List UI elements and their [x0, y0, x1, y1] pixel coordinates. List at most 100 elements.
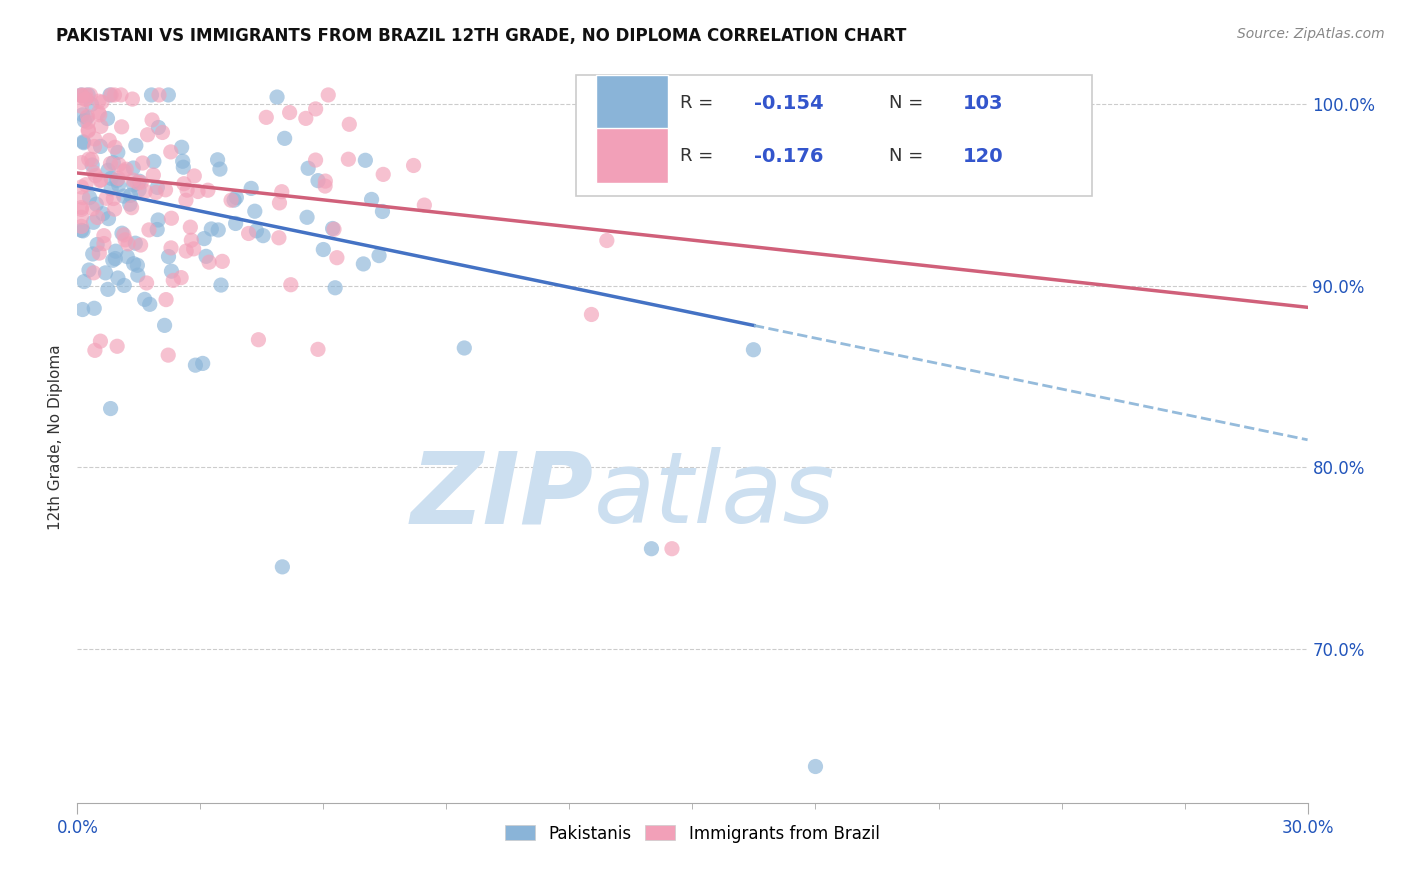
- Immigrants from Brazil: [107, 171, 129, 186]
- Immigrants from Brazil: [105, 339, 128, 353]
- Immigrants from Brazil: [270, 185, 292, 199]
- Immigrants from Brazil: [82, 202, 104, 216]
- Pakistanis: [100, 182, 122, 196]
- Pakistanis: [207, 223, 229, 237]
- Pakistanis: [371, 204, 394, 219]
- Pakistanis: [146, 222, 169, 236]
- Pakistanis: [312, 243, 335, 257]
- Immigrants from Brazil: [70, 211, 93, 225]
- Immigrants from Brazil: [121, 92, 143, 106]
- Pakistanis: [82, 215, 104, 229]
- Pakistanis: [352, 257, 374, 271]
- Pakistanis: [322, 221, 344, 235]
- Immigrants from Brazil: [373, 168, 395, 182]
- Immigrants from Brazil: [76, 109, 98, 123]
- Immigrants from Brazil: [87, 105, 110, 120]
- Immigrants from Brazil: [91, 95, 114, 110]
- Text: 103: 103: [963, 94, 1004, 112]
- Pakistanis: [98, 87, 121, 102]
- Pakistanis: [128, 183, 150, 197]
- Pakistanis: [104, 244, 127, 259]
- Immigrants from Brazil: [162, 273, 184, 287]
- Pakistanis: [245, 224, 267, 238]
- Immigrants from Brazil: [114, 233, 136, 247]
- Immigrants from Brazil: [160, 211, 183, 226]
- Pakistanis: [157, 87, 180, 102]
- Pakistanis: [70, 87, 93, 102]
- Pakistanis: [127, 268, 149, 282]
- Immigrants from Brazil: [70, 88, 93, 103]
- Pakistanis: [84, 197, 107, 211]
- Pakistanis: [157, 250, 180, 264]
- Pakistanis: [89, 139, 111, 153]
- Immigrants from Brazil: [122, 173, 145, 187]
- Immigrants from Brazil: [413, 198, 436, 212]
- Immigrants from Brazil: [159, 145, 181, 159]
- FancyBboxPatch shape: [596, 76, 668, 130]
- Immigrants from Brazil: [247, 333, 270, 347]
- Pakistanis: [77, 87, 100, 102]
- Pakistanis: [142, 154, 165, 169]
- Immigrants from Brazil: [89, 334, 111, 348]
- Pakistanis: [170, 140, 193, 154]
- Pakistanis: [172, 154, 194, 169]
- Pakistanis: [225, 217, 247, 231]
- Immigrants from Brazil: [90, 120, 112, 134]
- Immigrants from Brazil: [75, 87, 97, 102]
- Pakistanis: [83, 301, 105, 316]
- Immigrants from Brazil: [103, 202, 125, 217]
- Pakistanis: [148, 120, 170, 135]
- Text: N =: N =: [890, 147, 929, 165]
- Pakistanis: [240, 181, 263, 195]
- Immigrants from Brazil: [100, 87, 122, 102]
- Pakistanis: [141, 87, 163, 102]
- Immigrants from Brazil: [211, 254, 233, 268]
- Text: R =: R =: [681, 147, 718, 165]
- Immigrants from Brazil: [129, 176, 152, 190]
- Immigrants from Brazil: [280, 277, 302, 292]
- Immigrants from Brazil: [267, 231, 290, 245]
- Immigrants from Brazil: [323, 222, 346, 236]
- Pakistanis: [134, 293, 156, 307]
- Immigrants from Brazil: [304, 153, 326, 167]
- Legend: Pakistanis, Immigrants from Brazil: Pakistanis, Immigrants from Brazil: [499, 818, 886, 849]
- Immigrants from Brazil: [83, 132, 105, 146]
- Immigrants from Brazil: [103, 87, 125, 102]
- Pakistanis: [207, 153, 229, 167]
- Immigrants from Brazil: [93, 228, 115, 243]
- Immigrants from Brazil: [148, 87, 170, 102]
- Pakistanis: [112, 278, 135, 293]
- Pakistanis: [138, 297, 160, 311]
- Pakistanis: [72, 224, 94, 238]
- Immigrants from Brazil: [254, 111, 277, 125]
- Immigrants from Brazil: [145, 186, 167, 200]
- Pakistanis: [804, 759, 827, 773]
- Immigrants from Brazil: [138, 223, 160, 237]
- Immigrants from Brazil: [187, 185, 209, 199]
- Text: R =: R =: [681, 95, 718, 112]
- Immigrants from Brazil: [83, 343, 105, 358]
- Pakistanis: [195, 249, 218, 263]
- Pakistanis: [146, 213, 169, 227]
- Immigrants from Brazil: [79, 87, 101, 102]
- Immigrants from Brazil: [131, 156, 153, 170]
- Pakistanis: [323, 281, 346, 295]
- Pakistanis: [360, 193, 382, 207]
- Immigrants from Brazil: [142, 168, 165, 182]
- Immigrants from Brazil: [402, 159, 425, 173]
- Text: -0.154: -0.154: [754, 94, 824, 112]
- FancyBboxPatch shape: [575, 75, 1092, 195]
- Immigrants from Brazil: [103, 192, 125, 206]
- Immigrants from Brazil: [136, 128, 159, 142]
- Immigrants from Brazil: [89, 246, 111, 260]
- Immigrants from Brazil: [83, 165, 105, 179]
- Immigrants from Brazil: [70, 201, 93, 215]
- Immigrants from Brazil: [141, 113, 163, 128]
- Immigrants from Brazil: [96, 191, 118, 205]
- Immigrants from Brazil: [115, 162, 138, 177]
- Y-axis label: 12th Grade, No Diploma: 12th Grade, No Diploma: [48, 344, 63, 530]
- Pakistanis: [307, 174, 329, 188]
- Pakistanis: [122, 161, 145, 175]
- Immigrants from Brazil: [198, 255, 221, 269]
- Immigrants from Brazil: [110, 87, 132, 102]
